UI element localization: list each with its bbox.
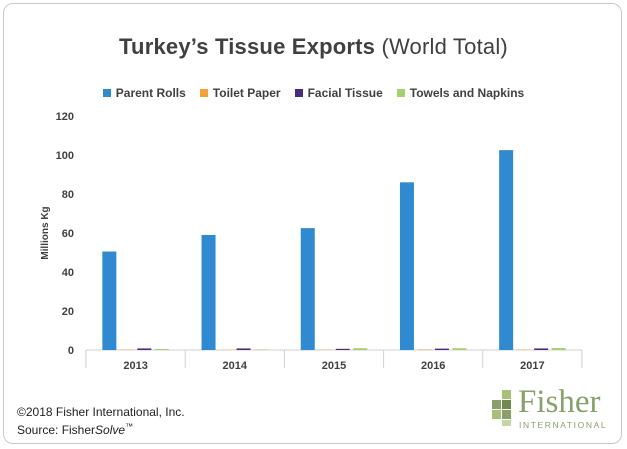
legend-label-3: Towels and Napkins — [409, 86, 525, 100]
bar-0-2015 — [300, 228, 315, 350]
y-tick-label-0: 0 — [68, 345, 74, 357]
bar-2-2014 — [236, 348, 251, 350]
legend-item-2: Facial Tissue — [294, 86, 383, 100]
bar-1-2016 — [417, 349, 432, 350]
y-tick-label-2: 40 — [62, 267, 74, 279]
x-tick-label-4: 2017 — [520, 360, 544, 372]
source-text: Source: FisherSolve™ — [17, 422, 133, 437]
bar-2-2017 — [534, 348, 549, 350]
legend-item-3: Towels and Napkins — [396, 86, 525, 100]
copyright-text: ©2018 Fisher International, Inc. — [17, 405, 185, 419]
x-tick-label-1: 2014 — [223, 360, 248, 372]
bar-0-2013 — [102, 251, 117, 350]
bar-0-2017 — [499, 150, 514, 350]
bar-2-2016 — [434, 348, 449, 350]
bar-3-2013 — [154, 349, 169, 350]
chart-legend: Parent Rolls Toilet Paper Facial Tissue Tow… — [0, 86, 627, 100]
source-prefix: Source: Fisher — [17, 423, 96, 437]
x-tick-label-3: 2016 — [421, 360, 445, 372]
legend-item-1: Toilet Paper — [199, 86, 281, 100]
y-tick-label-4: 80 — [62, 189, 74, 201]
legend-swatch-0 — [102, 89, 111, 97]
bar-0-2016 — [399, 182, 414, 350]
fisher-logo: Fisher INTERNATIONAL — [490, 384, 610, 438]
legend-label-1: Toilet Paper — [212, 86, 281, 100]
bar-3-2015 — [353, 348, 368, 350]
bar-3-2016 — [452, 348, 467, 350]
source-italic: Solve — [95, 423, 126, 437]
chart-card — [3, 3, 622, 444]
chart-title-sub: (World Total) — [381, 34, 508, 59]
legend-swatch-1 — [199, 89, 208, 97]
y-axis-label: Millions Kg — [40, 206, 51, 259]
bar-3-2017 — [551, 348, 566, 350]
legend-label-0: Parent Rolls — [115, 86, 186, 100]
fisher-logo-name: Fisher — [518, 384, 601, 420]
legend-label-2: Facial Tissue — [307, 86, 383, 100]
y-tick-label-5: 100 — [56, 150, 74, 162]
x-tick-label-2: 2015 — [322, 360, 346, 372]
source-trademark: ™ — [125, 422, 134, 431]
legend-swatch-3 — [396, 89, 405, 97]
chart-title-main: Turkey’s Tissue Exports — [119, 34, 376, 59]
legend-item-0: Parent Rolls — [102, 86, 186, 100]
fisher-logo-mark-icon — [492, 390, 511, 426]
bar-2-2013 — [137, 348, 152, 350]
fisher-logo-subtitle: INTERNATIONAL — [519, 420, 608, 430]
chart-title: Turkey’s Tissue Exports (World Total) — [0, 34, 627, 60]
y-tick-label-3: 60 — [62, 228, 74, 240]
bar-3-2014 — [254, 349, 269, 350]
x-tick-label-0: 2013 — [123, 360, 147, 372]
bar-2-2015 — [335, 348, 350, 350]
y-tick-label-6: 120 — [56, 111, 74, 123]
bar-0-2014 — [201, 234, 216, 350]
y-tick-label-1: 20 — [62, 306, 74, 318]
legend-swatch-2 — [294, 89, 303, 97]
